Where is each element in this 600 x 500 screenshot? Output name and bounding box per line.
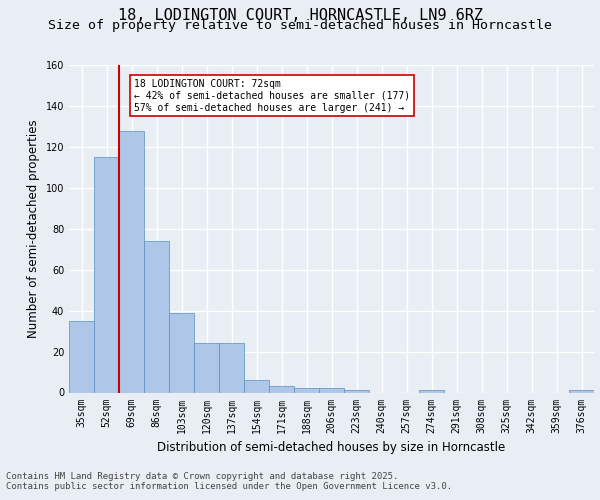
Bar <box>144 241 169 392</box>
X-axis label: Distribution of semi-detached houses by size in Horncastle: Distribution of semi-detached houses by … <box>157 441 506 454</box>
Bar <box>219 344 244 392</box>
Bar <box>194 344 219 392</box>
Bar <box>569 390 594 392</box>
Y-axis label: Number of semi-detached properties: Number of semi-detached properties <box>27 120 40 338</box>
Bar <box>69 321 94 392</box>
Bar <box>244 380 269 392</box>
Bar <box>169 312 194 392</box>
Text: Size of property relative to semi-detached houses in Horncastle: Size of property relative to semi-detach… <box>48 18 552 32</box>
Text: Contains HM Land Registry data © Crown copyright and database right 2025.: Contains HM Land Registry data © Crown c… <box>6 472 398 481</box>
Bar <box>319 388 344 392</box>
Bar <box>269 386 294 392</box>
Text: Contains public sector information licensed under the Open Government Licence v3: Contains public sector information licen… <box>6 482 452 491</box>
Bar <box>294 388 319 392</box>
Bar <box>119 130 144 392</box>
Text: 18, LODINGTON COURT, HORNCASTLE, LN9 6RZ: 18, LODINGTON COURT, HORNCASTLE, LN9 6RZ <box>118 8 482 22</box>
Bar <box>344 390 369 392</box>
Text: 18 LODINGTON COURT: 72sqm
← 42% of semi-detached houses are smaller (177)
57% of: 18 LODINGTON COURT: 72sqm ← 42% of semi-… <box>134 80 410 112</box>
Bar <box>94 157 119 392</box>
Bar <box>419 390 444 392</box>
